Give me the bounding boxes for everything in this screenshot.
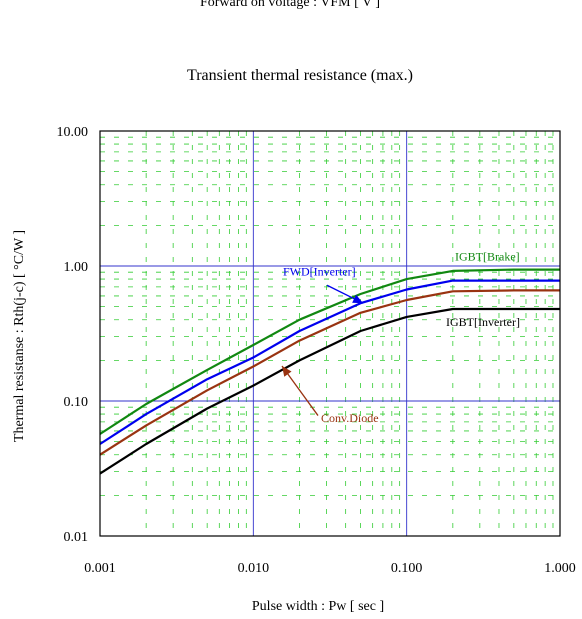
series-label: Conv.Diode — [321, 411, 379, 425]
y-tick-label: 10.00 — [57, 125, 89, 140]
x-tick-label: 1.000 — [544, 561, 576, 576]
annotation-arrow-line — [281, 365, 319, 416]
plot-frame — [99, 130, 561, 537]
minor-grid — [100, 131, 560, 536]
x-tick-label: 0.010 — [238, 561, 270, 576]
x-tick-label: 0.100 — [391, 561, 423, 576]
previous-chart-xlabel-cut: Forward on voltage : VFM [ V ] — [200, 0, 380, 10]
series-line-0 — [99, 268, 560, 435]
series-annotations: IGBT[Brake] FWD[Inverter] Conv.Diode IGBT[I… — [281, 249, 520, 425]
major-grid — [99, 130, 561, 537]
chart-title: Transient thermal resistance (max.) — [187, 67, 413, 84]
y-axis-label: Thermal resistanse : Rth(j-c) [ °C/W ] — [12, 230, 27, 442]
series-label: FWD[Inverter] — [283, 265, 356, 279]
annotation-arrow-head — [282, 366, 292, 377]
series-line-2 — [99, 289, 560, 456]
y-tick-label: 1.00 — [64, 260, 89, 275]
tick-labels: 0.001 0.010 0.100 1.000 0.01 0.10 1.00 10.00 — [57, 125, 576, 576]
series-label: IGBT[Inverter] — [446, 315, 520, 329]
y-tick-label: 0.01 — [64, 530, 89, 545]
y-tick-label: 0.10 — [64, 395, 89, 410]
series-line-3 — [99, 307, 560, 475]
series-layer — [99, 268, 560, 475]
annotation-arrow-head — [352, 294, 364, 304]
x-tick-label: 0.001 — [84, 561, 116, 576]
series-line-1 — [99, 279, 560, 445]
series-label: IGBT[Brake] — [455, 249, 520, 263]
x-axis-label: Pulse width : Pw [ sec ] — [252, 599, 384, 614]
